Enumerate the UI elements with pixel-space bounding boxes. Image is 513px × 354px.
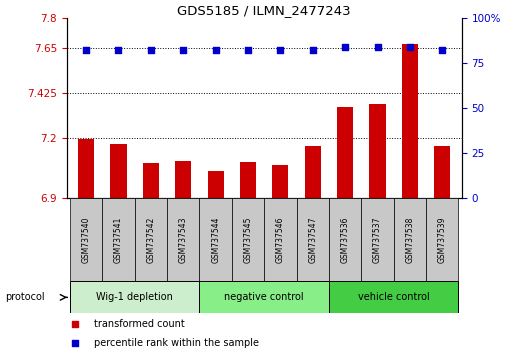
- Text: GSM737537: GSM737537: [373, 217, 382, 263]
- Text: GSM737544: GSM737544: [211, 217, 220, 263]
- Text: GSM737546: GSM737546: [276, 217, 285, 263]
- Point: [309, 47, 317, 53]
- Bar: [272, 165, 288, 198]
- Text: percentile rank within the sample: percentile rank within the sample: [94, 338, 260, 348]
- Text: negative control: negative control: [224, 292, 304, 302]
- Point: [82, 47, 90, 53]
- Bar: [264, 198, 297, 281]
- Text: GSM737542: GSM737542: [146, 217, 155, 263]
- Bar: [135, 198, 167, 281]
- Bar: [369, 104, 386, 198]
- Bar: [78, 139, 94, 198]
- Text: GSM737540: GSM737540: [82, 217, 91, 263]
- Bar: [143, 163, 159, 198]
- Point: [70, 341, 78, 346]
- Bar: [329, 198, 361, 281]
- Text: Wig-1 depletion: Wig-1 depletion: [96, 292, 173, 302]
- Point: [277, 47, 285, 53]
- Point: [211, 47, 220, 53]
- Point: [438, 47, 446, 53]
- Bar: [402, 44, 418, 198]
- Text: GSM737541: GSM737541: [114, 217, 123, 263]
- Point: [406, 44, 414, 50]
- Text: GSM737543: GSM737543: [179, 217, 188, 263]
- Bar: [110, 144, 127, 198]
- Point: [373, 44, 382, 50]
- Bar: [434, 147, 450, 198]
- Bar: [70, 198, 102, 281]
- Bar: [232, 198, 264, 281]
- Bar: [200, 281, 329, 313]
- Text: GSM737539: GSM737539: [438, 217, 447, 263]
- Bar: [175, 161, 191, 198]
- Bar: [200, 198, 232, 281]
- Bar: [305, 146, 321, 198]
- Title: GDS5185 / ILMN_2477243: GDS5185 / ILMN_2477243: [177, 4, 351, 17]
- Text: protocol: protocol: [5, 292, 45, 302]
- Bar: [361, 198, 393, 281]
- Text: vehicle control: vehicle control: [358, 292, 429, 302]
- Bar: [393, 198, 426, 281]
- Bar: [329, 281, 459, 313]
- Bar: [102, 198, 135, 281]
- Text: GSM737536: GSM737536: [341, 217, 350, 263]
- Text: GSM737545: GSM737545: [244, 217, 252, 263]
- Point: [341, 44, 349, 50]
- Bar: [297, 198, 329, 281]
- Bar: [240, 162, 256, 198]
- Bar: [426, 198, 459, 281]
- Bar: [70, 281, 200, 313]
- Point: [179, 47, 187, 53]
- Point: [70, 321, 78, 327]
- Text: GSM737547: GSM737547: [308, 217, 317, 263]
- Point: [114, 47, 123, 53]
- Bar: [337, 107, 353, 198]
- Bar: [208, 171, 224, 198]
- Point: [147, 47, 155, 53]
- Text: transformed count: transformed count: [94, 319, 185, 329]
- Point: [244, 47, 252, 53]
- Text: GSM737538: GSM737538: [405, 217, 415, 263]
- Bar: [167, 198, 200, 281]
